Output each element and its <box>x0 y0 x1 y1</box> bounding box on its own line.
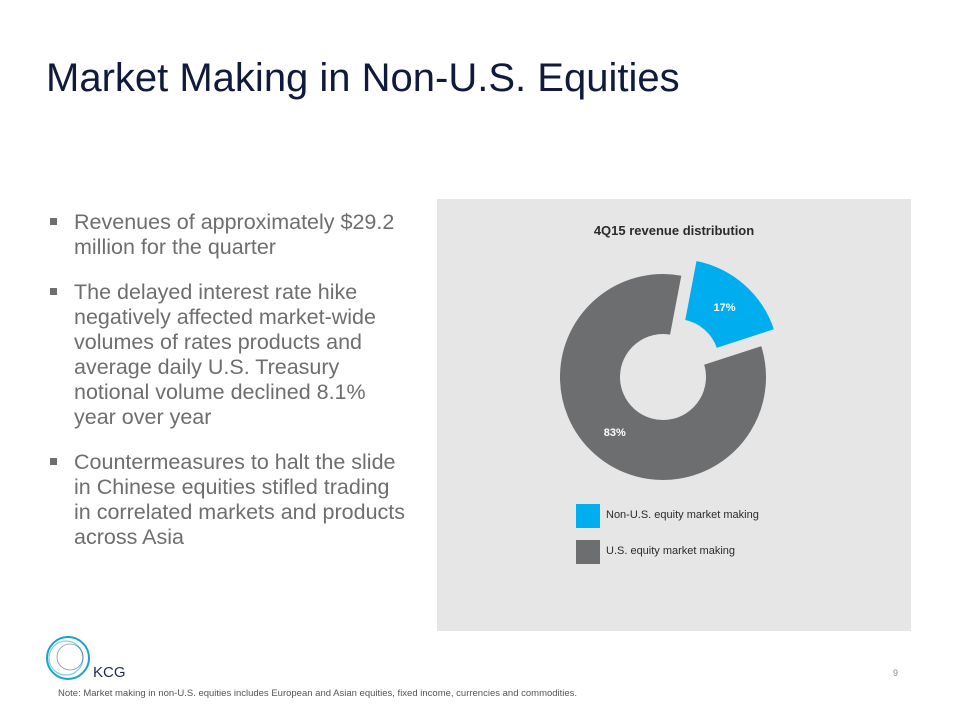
bullet-item: The delayed interest rate hike negativel… <box>50 280 410 430</box>
kcg-logo-icon <box>46 636 90 680</box>
bullet-item: Revenues of approximately $29.2 million … <box>50 210 410 260</box>
square-bullet-icon <box>50 288 57 295</box>
donut-slice-non-us <box>682 258 777 351</box>
legend-label: U.S. equity market making <box>606 545 735 557</box>
logo-text: KCG <box>93 664 126 681</box>
legend-swatch <box>576 504 600 528</box>
bullet-text: Revenues of approximately $29.2 million … <box>74 210 395 259</box>
chart-panel: 4Q15 revenue distribution 17% 83% Non-U.S… <box>437 199 911 631</box>
footnote: Note: Market making in non-U.S. equities… <box>58 688 578 699</box>
page-number: 9 <box>893 668 899 678</box>
donut-data-label: 83% <box>604 427 626 439</box>
square-bullet-icon <box>50 218 57 225</box>
square-bullet-icon <box>50 458 57 465</box>
donut-slice-us <box>558 272 768 482</box>
donut-data-label: 17% <box>713 302 735 314</box>
bullet-text: Countermeasures to halt the slide in Chi… <box>74 450 406 549</box>
bullet-item: Countermeasures to halt the slide in Chi… <box>50 450 410 550</box>
legend-swatch <box>576 540 600 564</box>
bullet-text: The delayed interest rate hike negativel… <box>74 280 376 429</box>
donut-chart: 17% 83% <box>558 258 777 482</box>
page-title: Market Making in Non-U.S. Equities <box>46 56 680 100</box>
legend-label: Non-U.S. equity market making <box>606 509 759 521</box>
chart-title: 4Q15 revenue distribution <box>593 223 755 238</box>
bullet-list: Revenues of approximately $29.2 million … <box>50 210 410 570</box>
